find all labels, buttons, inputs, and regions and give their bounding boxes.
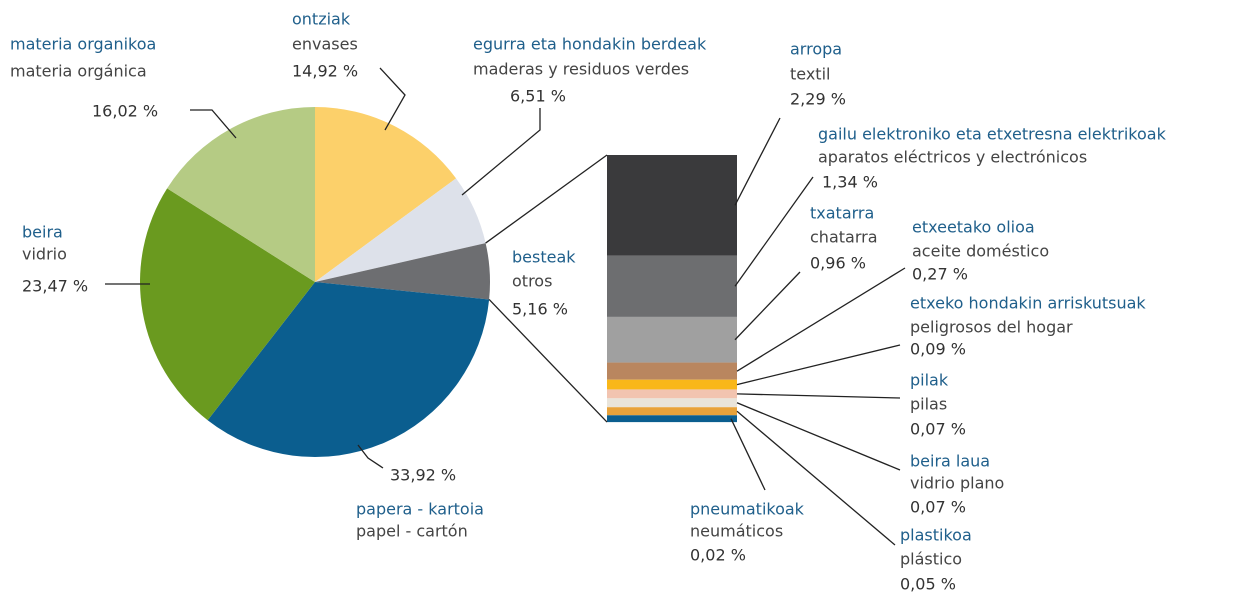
leader-line	[736, 402, 901, 471]
leader-line	[734, 117, 781, 206]
label-eu: egurra eta hondakin berdeak	[473, 35, 707, 54]
label-eu: pilak	[910, 371, 949, 390]
value-label: 2,29 %	[790, 90, 846, 109]
label-es: plástico	[900, 550, 962, 569]
value-label: 0,27 %	[912, 265, 968, 284]
bar-segment	[607, 155, 737, 256]
label-es: vidrio plano	[910, 474, 1004, 493]
bar-segment	[607, 398, 737, 408]
leader-line	[734, 176, 814, 287]
label-eu: gailu elektroniko eta etxetresna elektri…	[818, 125, 1167, 144]
label-es: envases	[292, 35, 358, 54]
label-eu: beira laua	[910, 452, 990, 471]
pie-slice	[315, 178, 486, 282]
leader-line	[461, 108, 541, 196]
leader-line	[730, 418, 766, 491]
value-label: 0,96 %	[810, 254, 866, 273]
bar-segment	[607, 415, 737, 423]
label-es: maderas y residuos verdes	[473, 60, 689, 79]
label-eu: materia organikoa	[10, 35, 156, 54]
label-es: textil	[790, 65, 830, 84]
bar-segment	[607, 316, 737, 363]
label-eu: beira	[22, 223, 63, 242]
bar-segment	[607, 255, 737, 317]
value-label: 16,02 %	[92, 102, 158, 121]
pie-slice	[140, 188, 315, 421]
pie-slice	[315, 243, 490, 300]
bar-segment	[607, 407, 737, 416]
label-eu: etxeko hondakin arriskutsuak	[910, 294, 1146, 313]
bar-segment	[607, 379, 737, 390]
leader-line	[379, 67, 406, 131]
leader-line	[736, 410, 896, 546]
value-label: 6,51 %	[510, 87, 566, 106]
label-es: papel - cartón	[356, 522, 468, 541]
leader-line	[736, 344, 901, 386]
leader-line	[357, 444, 384, 469]
label-eu: etxeetako olioa	[912, 218, 1035, 237]
value-label: 0,07 %	[910, 498, 966, 517]
value-label: 0,09 %	[910, 340, 966, 359]
label-es: otros	[512, 272, 552, 291]
leader-line	[488, 299, 608, 423]
value-label: 0,05 %	[900, 575, 956, 592]
label-es: aparatos eléctricos y electrónicos	[818, 148, 1087, 167]
value-label: 1,34 %	[822, 173, 878, 192]
label-es: vidrio	[22, 245, 67, 264]
label-eu: txatarra	[810, 204, 874, 223]
label-es: materia orgánica	[10, 62, 147, 81]
label-eu: ontziak	[292, 10, 351, 29]
leader-line	[736, 393, 901, 399]
bar-segment	[607, 389, 737, 399]
value-label: 0,02 %	[690, 546, 746, 565]
leader-line	[485, 154, 608, 244]
label-es: aceite doméstico	[912, 242, 1049, 261]
label-eu: besteak	[512, 248, 576, 267]
label-es: pilas	[910, 395, 947, 414]
label-es: peligrosos del hogar	[910, 318, 1073, 337]
label-eu: arropa	[790, 40, 842, 59]
label-eu: papera - kartoia	[356, 500, 484, 519]
label-es: chatarra	[810, 228, 878, 247]
leader-line	[736, 267, 906, 372]
pie-slice	[207, 282, 490, 457]
value-label: 5,16 %	[512, 300, 568, 319]
leader-line	[190, 109, 237, 139]
bar-segment	[607, 362, 737, 380]
value-label: 14,92 %	[292, 62, 358, 81]
leader-line	[734, 271, 801, 341]
value-label: 33,92 %	[390, 466, 456, 485]
pie-slice	[167, 107, 315, 282]
pie-slice	[315, 107, 457, 282]
value-label: 23,47 %	[22, 277, 88, 296]
label-eu: pneumatikoak	[690, 500, 805, 519]
label-es: neumáticos	[690, 522, 783, 541]
value-label: 0,07 %	[910, 420, 966, 439]
label-eu: plastikoa	[900, 526, 972, 545]
